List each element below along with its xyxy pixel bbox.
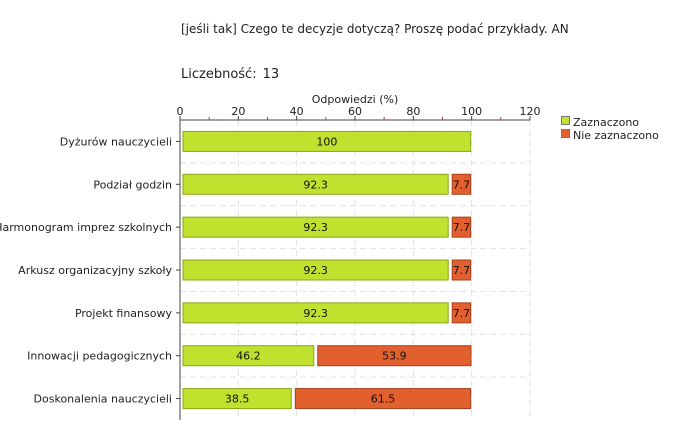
sample-count: Liczebność: 13 [181, 67, 279, 82]
bar-zaznaczono [182, 216, 449, 238]
bar-value-label: 92.3 [303, 178, 328, 191]
bar-nie-zaznaczono [451, 173, 472, 195]
category-label: Harmonogram imprez szkolnych [0, 221, 172, 234]
bar-zaznaczono [182, 345, 315, 367]
category-label: Doskonalenia nauczycieli [34, 393, 172, 406]
bar-value-label: 7.7 [453, 178, 471, 191]
bar-nie-zaznaczono [451, 216, 472, 238]
x-tick-label: 120 [520, 105, 541, 118]
bar-value-label: 92.3 [303, 221, 328, 234]
bar-zaznaczono [182, 388, 292, 410]
bar-value-label: 7.7 [453, 264, 471, 277]
category-label: Innowacji pedagogicznych [27, 350, 172, 363]
bar-zaznaczono [182, 130, 472, 152]
bar-value-label: 38.5 [225, 393, 250, 406]
bar-value-label: 61.5 [371, 393, 396, 406]
bar-value-label: 7.7 [453, 221, 471, 234]
legend-item-nie-zaznaczono: Nie zaznaczono [561, 129, 659, 142]
x-tick-label: 20 [231, 105, 245, 118]
bar-value-label: 7.7 [453, 307, 471, 320]
x-tick-label: 40 [290, 105, 304, 118]
bar-zaznaczono [182, 173, 449, 195]
x-axis-title: Odpowiedzi (%) [312, 93, 399, 106]
x-tick-label: 0 [177, 105, 184, 118]
legend-label-nie-zaznaczono: Nie zaznaczono [573, 129, 659, 142]
bar-value-label: 53.9 [382, 350, 407, 363]
x-tick-label: 60 [348, 105, 362, 118]
x-tick-label: 100 [461, 105, 482, 118]
bar-value-label: 100 [316, 135, 337, 148]
legend-swatch-zaznaczono [561, 116, 570, 125]
category-label: Podział godzin [93, 178, 172, 191]
bar-zaznaczono [182, 259, 449, 281]
bar-zaznaczono [182, 302, 449, 324]
x-tick-label: 80 [406, 105, 420, 118]
legend-item-zaznaczono: Zaznaczono [561, 116, 639, 129]
sample-count-label: Liczebność: [181, 67, 257, 82]
bar-value-label: 92.3 [303, 264, 328, 277]
bar-value-label: 92.3 [303, 307, 328, 320]
bar-nie-zaznaczono [294, 388, 472, 410]
category-label: Dyżurów nauczycieli [60, 135, 172, 148]
category-label: Arkusz organizacyjny szkoły [18, 264, 172, 277]
bar-nie-zaznaczono [317, 345, 472, 367]
legend-label-zaznaczono: Zaznaczono [573, 116, 640, 129]
bar-value-label: 46.2 [236, 350, 261, 363]
bar-nie-zaznaczono [451, 259, 472, 281]
category-label: Projekt finansowy [75, 307, 173, 320]
bar-nie-zaznaczono [451, 302, 472, 324]
question-title: [jeśli tak] Czego te decyzje dotyczą? Pr… [181, 22, 569, 36]
legend-swatch-nie-zaznaczono [561, 129, 570, 138]
sample-count-value: 13 [262, 67, 280, 82]
